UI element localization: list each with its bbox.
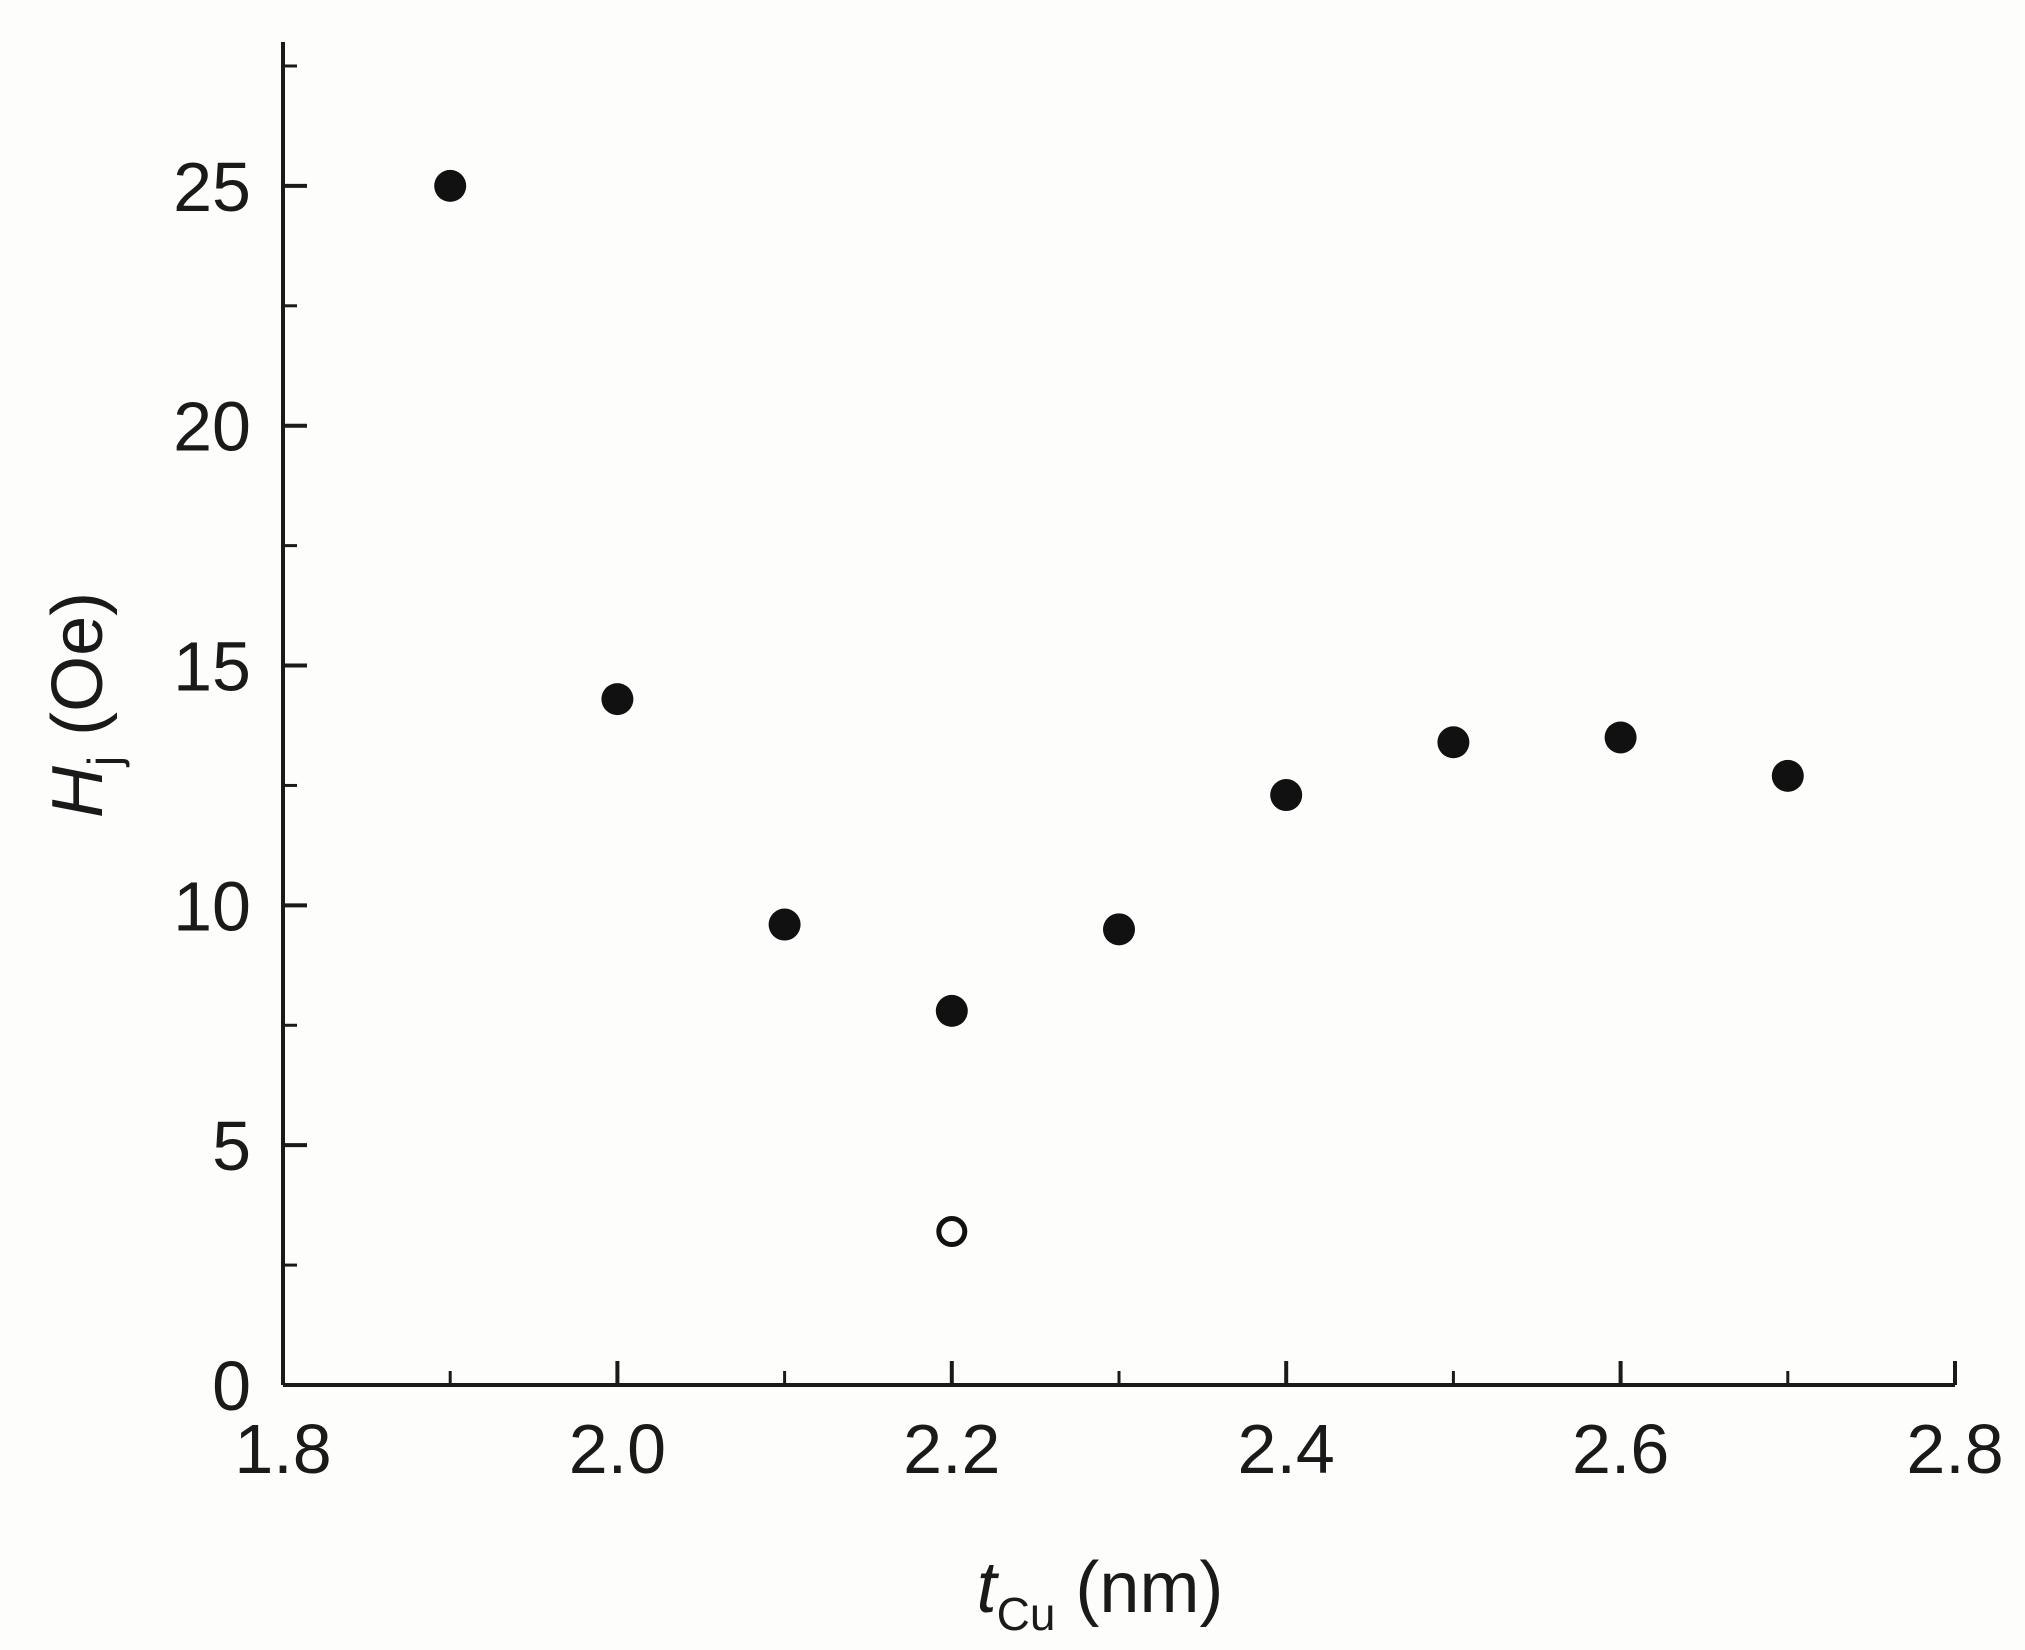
filled-data-point [1604,721,1637,754]
filled-data-point [434,169,467,202]
filled-data-point [935,994,968,1027]
y-tick-label: 25 [173,148,251,226]
x-axis-ticks: 1.8 2.0 2.2 2.4 2.6 2.8 [234,1361,2004,1488]
filled-data-point [1270,779,1303,812]
y-tick-label: 15 [173,628,251,706]
filled-data-point [768,908,801,941]
y-axis-label-main: H [38,765,118,818]
x-axis-label-sub: Cu [997,1588,1056,1640]
x-tick-label: 2.0 [569,1410,666,1488]
y-tick-label: 10 [173,867,251,945]
x-tick-label: 2.4 [1238,1410,1335,1488]
x-axis-label-main: t [977,1548,1000,1628]
x-axis-label-unit: (nm) [1055,1548,1223,1628]
x-tick-label: 2.2 [903,1410,1000,1488]
y-axis-label-sub: j [78,756,130,768]
filled-data-point [1437,726,1470,759]
filled-data-point [601,683,634,716]
axes [281,42,1955,1387]
data-points [434,169,1804,1248]
filled-data-point [1771,759,1804,792]
x-tick-label: 2.6 [1572,1410,1669,1488]
y-axis-label: Hj (Oe) [38,592,130,818]
y-axis-label-unit: (Oe) [38,592,118,756]
open-data-point [936,1216,968,1248]
y-tick-label: 5 [212,1107,251,1185]
filled-data-point [1103,913,1135,946]
x-tick-label: 2.8 [1906,1410,2003,1488]
y-axis-ticks: 0 5 10 15 20 25 [173,64,307,1425]
y-tick-label: 20 [173,388,251,466]
x-axis-label: tCu (nm) [977,1548,1224,1640]
y-tick-label: 0 [212,1347,251,1425]
x-tick-label: 1.8 [234,1410,331,1488]
